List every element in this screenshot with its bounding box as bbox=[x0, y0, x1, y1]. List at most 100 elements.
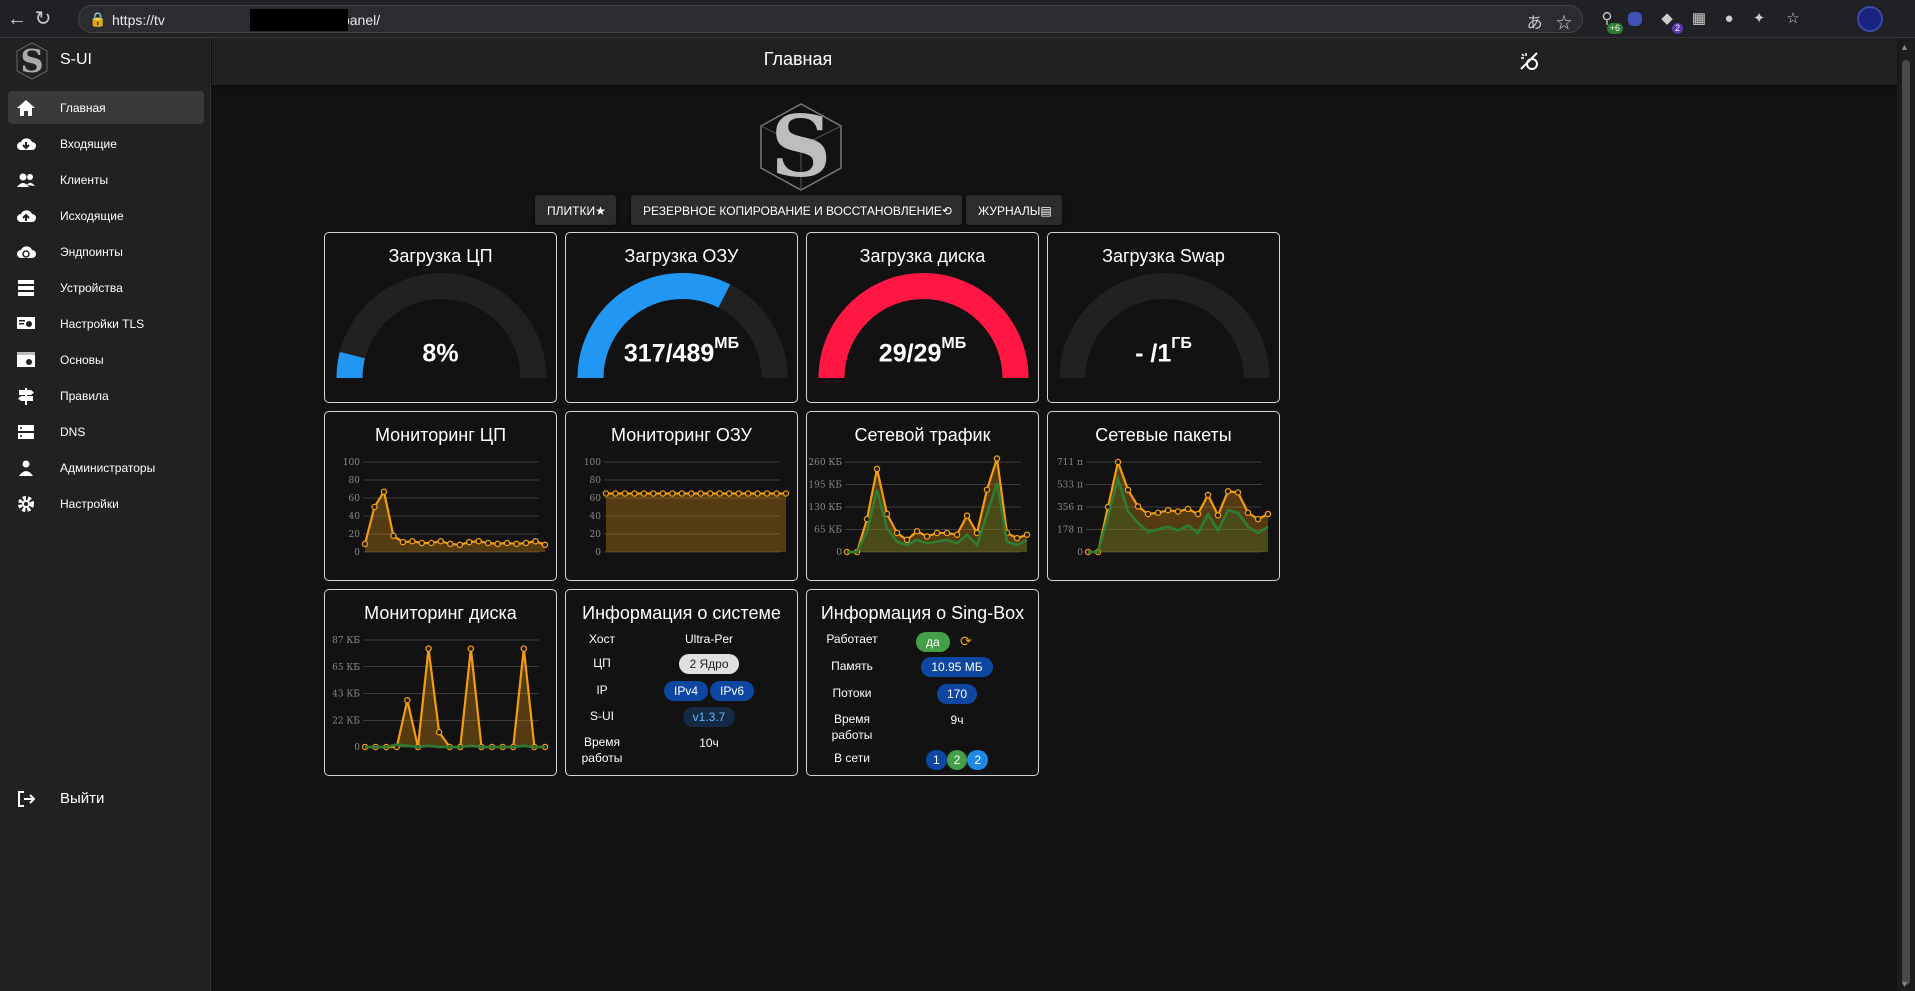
scroll-down-icon[interactable]: ▼ bbox=[1900, 979, 1909, 989]
online-users-chip[interactable]: 1 bbox=[925, 750, 947, 770]
series-area bbox=[1088, 462, 1268, 552]
scrollbar[interactable]: ▲ ▼ bbox=[1897, 38, 1915, 991]
sidebar-item-outbounds[interactable]: Исходящие bbox=[8, 199, 204, 232]
host-value: Ultra-Per bbox=[684, 632, 733, 646]
gauge-value: 29/29МБ bbox=[807, 335, 1038, 368]
data-point bbox=[716, 490, 723, 497]
certificate-icon bbox=[17, 317, 35, 329]
svg-text:S: S bbox=[20, 42, 43, 80]
sidebar-item-dns[interactable]: DNS bbox=[8, 415, 204, 448]
sidebar-item-label: Устройства bbox=[60, 281, 123, 295]
cloud-download-icon bbox=[17, 138, 36, 150]
sidebar-item-admins[interactable]: Администраторы bbox=[8, 451, 204, 484]
threads-row: Потоки 170 bbox=[807, 684, 1038, 704]
profile-avatar[interactable] bbox=[1857, 6, 1883, 32]
ipv6-chip[interactable]: IPv6 bbox=[710, 681, 755, 701]
bookmark-star-icon[interactable]: ☆ bbox=[1555, 15, 1572, 32]
back-icon[interactable]: ← bbox=[7, 8, 27, 30]
y-tick-label: 178 п bbox=[1057, 526, 1083, 536]
favorites-icon[interactable]: ☆ bbox=[1786, 10, 1800, 27]
home-icon bbox=[17, 100, 35, 116]
sidebar-item-label: Исходящие bbox=[60, 209, 124, 223]
y-tick-label: 20 bbox=[590, 530, 602, 540]
sidebar-item-devices[interactable]: Устройства bbox=[8, 271, 204, 304]
gauge-value-text: 317/489 bbox=[623, 339, 715, 368]
sidebar-item-settings[interactable]: Настройки bbox=[8, 487, 204, 520]
address-bar[interactable]: 🔒 https://tvcrazedns.ru/panel/ あ ☆ bbox=[78, 5, 1583, 33]
y-tick-label: 0 bbox=[354, 743, 360, 753]
data-point bbox=[763, 490, 771, 497]
series-line bbox=[847, 482, 1028, 554]
data-point bbox=[943, 529, 951, 537]
cpu-monitor-card: Мониторинг ЦП 100 80 60 40 20 0 bbox=[324, 411, 557, 581]
data-point bbox=[631, 490, 638, 497]
extension-circle-icon[interactable]: ● bbox=[1724, 10, 1734, 27]
gauge-track bbox=[1059, 273, 1270, 379]
sidebar-item-endpoints[interactable]: Эндпоинты bbox=[8, 235, 204, 268]
logs-button[interactable]: ЖУРНАЛЫ▤ bbox=[966, 195, 1062, 225]
ram-line-chart: 100 80 60 40 20 0 bbox=[584, 458, 790, 558]
sidebar-item-rules[interactable]: Правила bbox=[8, 379, 204, 412]
data-point bbox=[1023, 531, 1031, 538]
extension-id-icon[interactable]: ▦ bbox=[1691, 10, 1707, 27]
brand[interactable]: S S-UI bbox=[0, 38, 211, 86]
star-plus-icon: ★ bbox=[595, 204, 606, 218]
extension-cube-icon[interactable]: ◆ 2 bbox=[1656, 8, 1683, 34]
app-bar: Главная bbox=[212, 38, 1897, 85]
sui-row: S-UI v1.3.7 bbox=[566, 707, 797, 727]
online-outbounds-chip[interactable]: 2 bbox=[967, 750, 989, 770]
data-point bbox=[993, 455, 1001, 462]
data-point bbox=[1264, 510, 1272, 518]
logout-icon bbox=[18, 791, 36, 807]
y-tick-label: 533 п bbox=[1057, 481, 1083, 491]
extension-key-icon[interactable]: ⚲ +6 bbox=[1596, 8, 1623, 34]
lock-icon[interactable]: 🔒 bbox=[89, 11, 107, 27]
sidebar-item-basics[interactable]: Основы bbox=[8, 343, 204, 376]
sidebar-item-inbounds[interactable]: Входящие bbox=[8, 127, 204, 160]
y-tick-label: 100 bbox=[584, 458, 601, 468]
sidebar-item-tls[interactable]: Настройки TLS bbox=[8, 307, 204, 340]
sidebar-item-label: DNS bbox=[60, 425, 86, 439]
backup-label: РЕЗЕРВНОЕ КОПИРОВАНИЕ И ВОССТАНОВЛЕНИЕ bbox=[643, 204, 942, 218]
uptime-value: 10ч bbox=[699, 736, 719, 750]
data-point bbox=[467, 645, 475, 652]
host-label: Хост bbox=[588, 632, 616, 646]
y-tick-label: 0 bbox=[354, 548, 360, 558]
memory-label: Память bbox=[831, 659, 873, 673]
data-point bbox=[1124, 486, 1132, 494]
reload-icon[interactable]: ↻ bbox=[34, 8, 52, 30]
backup-button[interactable]: РЕЗЕРВНОЕ КОПИРОВАНИЕ И ВОССТАНОВЛЕНИЕ⟲ bbox=[631, 195, 962, 225]
data-point bbox=[532, 537, 539, 545]
data-point bbox=[963, 512, 971, 519]
card-title: Мониторинг ОЗУ bbox=[611, 425, 752, 445]
sidebar-menu: Главная Входящие Клиенты Исходящие Эндпо… bbox=[8, 91, 204, 523]
scrollbar-thumb[interactable] bbox=[1902, 60, 1910, 985]
data-point bbox=[973, 529, 981, 537]
data-point bbox=[913, 527, 921, 535]
restart-icon[interactable]: ⟳ bbox=[960, 633, 972, 649]
host-row: Хост Ultra-Per bbox=[566, 632, 797, 652]
scroll-up-icon[interactable]: ▲ bbox=[1900, 42, 1909, 52]
extension-icon[interactable] bbox=[1628, 12, 1642, 26]
translate-icon[interactable]: あ bbox=[1526, 15, 1543, 32]
series-area bbox=[365, 648, 545, 747]
uptime-row: Время работы 10ч bbox=[566, 734, 797, 766]
running-label: Работает bbox=[826, 632, 878, 646]
puzzle-icon[interactable]: ✦ bbox=[1752, 10, 1766, 27]
logout-button[interactable]: Выйти bbox=[8, 785, 204, 815]
data-point bbox=[503, 539, 511, 547]
data-point bbox=[418, 539, 426, 547]
theme-toggle-icon[interactable] bbox=[1518, 50, 1540, 72]
online-inbounds-chip[interactable]: 2 bbox=[946, 750, 968, 770]
ipv4-chip[interactable]: IPv4 bbox=[663, 681, 708, 701]
sidebar-item-home[interactable]: Главная bbox=[8, 91, 204, 124]
tiles-button[interactable]: ПЛИТКИ★ bbox=[535, 195, 616, 225]
sidebar-item-label: Клиенты bbox=[60, 173, 109, 187]
sidebar-item-label: Эндпоинты bbox=[60, 245, 123, 259]
sidebar-item-clients[interactable]: Клиенты bbox=[8, 163, 204, 196]
sb-uptime-value: 9ч bbox=[950, 713, 964, 727]
data-point bbox=[435, 728, 443, 736]
sidebar-item-label: Главная bbox=[60, 101, 106, 115]
data-point bbox=[678, 490, 686, 497]
series-line bbox=[1088, 473, 1269, 554]
